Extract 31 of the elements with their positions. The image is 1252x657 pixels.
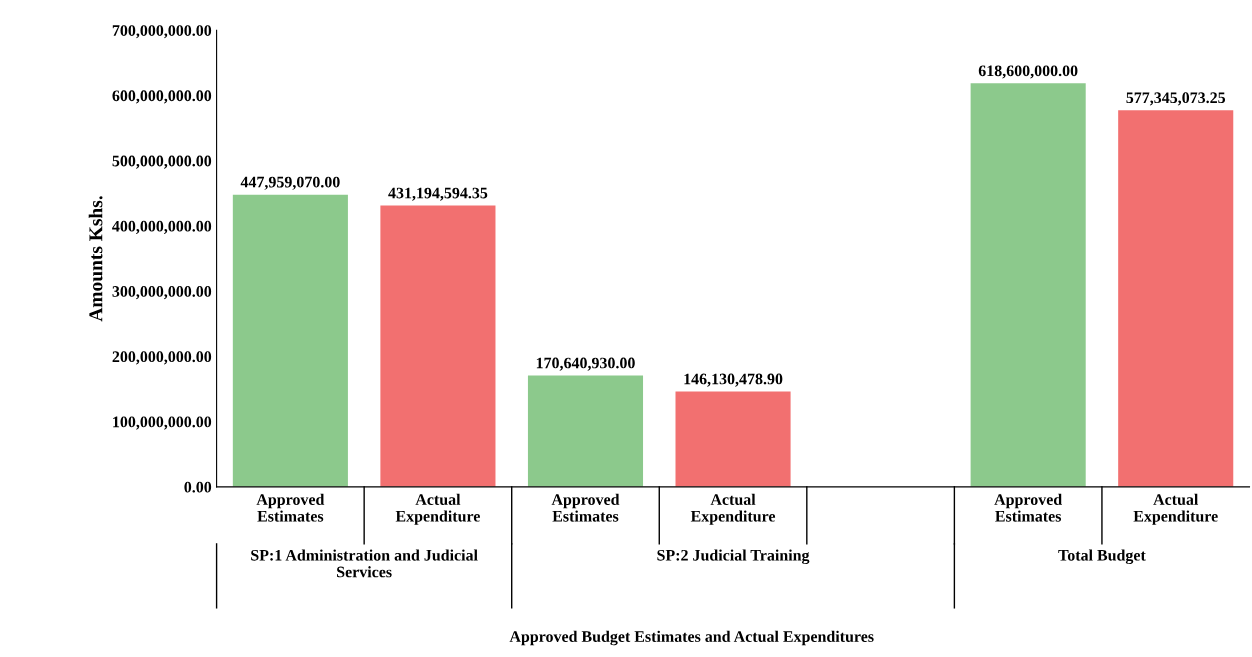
x-tick-label: Actual Expenditure xyxy=(395,493,480,525)
data-label: 618,600,000.00 xyxy=(978,65,1078,79)
bar xyxy=(527,375,644,487)
bar xyxy=(232,194,348,487)
x-tick-label: Approved Estimates xyxy=(551,493,620,522)
x-tick-label: Actual Expenditure xyxy=(1133,493,1218,525)
bar xyxy=(1118,110,1234,487)
text: SP:2 Judicial Training xyxy=(657,549,810,564)
data-label: 447,959,070.00 xyxy=(240,176,340,190)
bar xyxy=(970,83,1086,487)
data-label: 577,345,073.25 xyxy=(1126,92,1226,106)
y-tick-label: 600,000,000.00 xyxy=(112,90,212,104)
x-tick-label: Actual Expenditure xyxy=(690,493,776,525)
bar xyxy=(380,205,496,487)
text: SP:1 Administration and Judicial Services xyxy=(251,549,478,578)
x-tick-label: Approved Estimates xyxy=(256,493,325,522)
y-tick-label: 200,000,000.00 xyxy=(112,351,212,365)
y-tick-label: 100,000,000.00 xyxy=(113,416,212,430)
y-tick-label: 700,000,000.00 xyxy=(112,25,212,39)
data-label: 431,194,594.35 xyxy=(388,187,488,201)
y-tick-label: 400,000,000.00 xyxy=(112,220,212,234)
y-tick-label: 300,000,000.00 xyxy=(112,286,212,300)
text: Total Budget xyxy=(1058,549,1146,564)
y-axis-title: Amounts Kshs. xyxy=(88,196,103,322)
y-tick-label: 0.00 xyxy=(184,481,212,493)
text: Approved Budget Estimates and Actual Expenditures xyxy=(509,630,874,646)
y-tick-label: 500,000,000.00 xyxy=(112,155,212,169)
x-tick-label: Approved Estimates xyxy=(994,493,1063,522)
data-label: 170,640,930.00 xyxy=(536,357,635,371)
bar xyxy=(675,391,791,487)
data-label: 146,130,478.90 xyxy=(684,373,783,387)
